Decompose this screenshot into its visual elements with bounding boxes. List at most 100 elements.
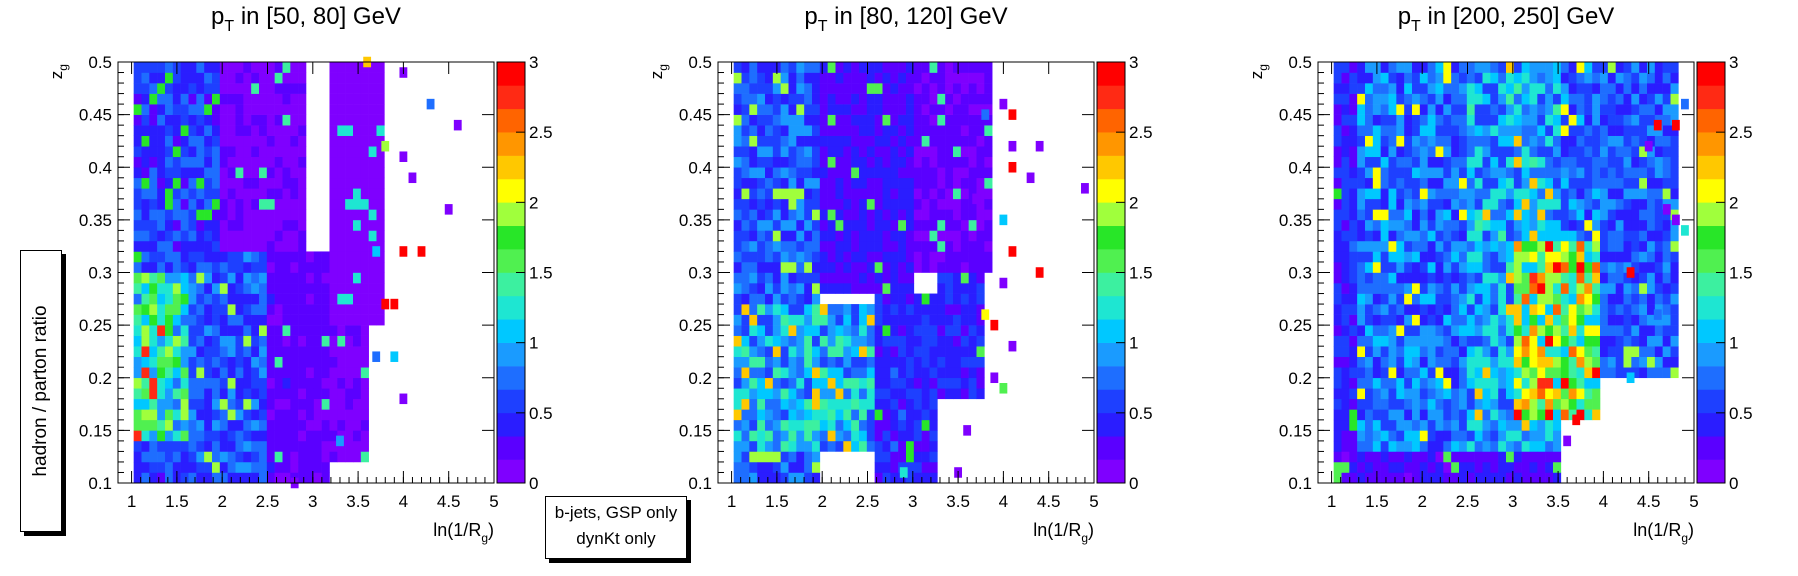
heatmap-cell [196, 62, 205, 73]
heatmap-cell [1474, 472, 1483, 484]
y-tick-label: 0.25 [1279, 316, 1312, 335]
heatmap-cell [796, 261, 805, 273]
color-scale-segment [1697, 202, 1725, 227]
heatmap-cell [1647, 240, 1656, 252]
heatmap-cell [266, 461, 275, 473]
heatmap-cell [259, 304, 268, 315]
heatmap-cell [921, 472, 930, 484]
heatmap-cell [1568, 314, 1577, 326]
heatmap-cell [960, 146, 969, 158]
heatmap-cell [1615, 261, 1624, 273]
heatmap-cell [298, 461, 307, 473]
heatmap-cell [1584, 314, 1593, 326]
heatmap-cell [141, 135, 150, 147]
heatmap-cell [749, 283, 758, 294]
heatmap-cell [984, 188, 993, 200]
heatmap-cell [1443, 272, 1452, 284]
heatmap-cell [1396, 461, 1405, 473]
heatmap-cell [196, 261, 205, 273]
heatmap-cell [827, 72, 836, 84]
heatmap-cell [1372, 219, 1381, 231]
heatmap-cell [1521, 346, 1530, 357]
heatmap-cell [1380, 356, 1389, 368]
heatmap-cell [1584, 283, 1593, 294]
heatmap-cell [133, 314, 142, 326]
heatmap-cell [913, 304, 922, 315]
heatmap-cell [1529, 177, 1538, 189]
heatmap-cell [921, 156, 930, 168]
heatmap-cell [874, 83, 883, 94]
heatmap-cell [1545, 325, 1554, 336]
heatmap-cell [1404, 198, 1413, 210]
heatmap-cell [780, 240, 789, 252]
heatmap-cell [1388, 198, 1397, 210]
heatmap-cell [274, 377, 283, 389]
heatmap-cell [1639, 230, 1648, 242]
heatmap-cell [929, 325, 938, 336]
heatmap-cell [1615, 62, 1624, 73]
heatmap-cell [266, 177, 275, 189]
x-tick-label: 3 [308, 492, 317, 511]
heatmap-cell [133, 93, 142, 105]
heatmap-cell [251, 388, 260, 400]
heatmap-cell [1529, 398, 1538, 410]
heatmap-cell [772, 325, 781, 336]
heatmap-cell [1576, 261, 1585, 273]
heatmap-cell [819, 146, 828, 158]
heatmap-cell [306, 472, 315, 484]
heatmap-cell [780, 114, 789, 126]
heatmap-cell [859, 388, 868, 400]
heatmap-cell [196, 135, 205, 147]
heatmap-cell [812, 156, 821, 168]
heatmap-cell [149, 251, 158, 263]
heatmap-cell [212, 198, 221, 210]
heatmap-cell [1427, 283, 1436, 294]
heatmap-cell [282, 251, 291, 263]
heatmap-cell [368, 156, 377, 168]
heatmap-cell [1451, 440, 1460, 452]
heatmap-cell [796, 198, 805, 210]
heatmap-cell [1474, 409, 1483, 421]
heatmap-cell [1670, 198, 1679, 210]
heatmap-cell [235, 188, 244, 200]
heatmap-cell [1639, 104, 1648, 115]
heatmap-cell [1626, 372, 1635, 384]
heatmap-cell [945, 304, 954, 315]
heatmap-cell [1521, 135, 1530, 147]
heatmap-cell [381, 298, 390, 310]
heatmap-cell [1451, 272, 1460, 284]
heatmap-cell [1451, 177, 1460, 189]
heatmap-cell [1482, 93, 1491, 105]
heatmap-cell [1459, 419, 1468, 431]
heatmap-cell [976, 283, 985, 294]
heatmap-cell [772, 177, 781, 189]
heatmap-cell [345, 135, 354, 147]
heatmap-cell [921, 356, 930, 368]
heatmap-cell [141, 419, 150, 431]
heatmap-cell [1506, 461, 1515, 473]
heatmap-cell [141, 114, 150, 126]
heatmap-cell [1435, 209, 1444, 221]
heatmap-cell [851, 261, 860, 273]
heatmap-cell [890, 346, 899, 357]
heatmap-cell [1545, 240, 1554, 252]
heatmap-cell [243, 156, 252, 168]
color-scale-segment [1697, 295, 1725, 320]
heatmap-cell [1443, 177, 1452, 189]
heatmap-cell [337, 304, 346, 315]
heatmap-cell [1537, 114, 1546, 126]
heatmap-cell [921, 114, 930, 126]
heatmap-cell [1631, 83, 1640, 94]
heatmap-cell [796, 325, 805, 336]
color-scale-label: 1.5 [1129, 264, 1153, 283]
heatmap-cell [843, 261, 852, 273]
heatmap-cell [1592, 135, 1601, 147]
heatmap-cell [1349, 93, 1358, 105]
heatmap-cell [921, 451, 930, 463]
heatmap-cell [196, 388, 205, 400]
heatmap-cell [227, 283, 236, 294]
heatmap-cell [227, 346, 236, 357]
heatmap-cell [835, 219, 844, 231]
heatmap-cell [1498, 251, 1507, 263]
heatmap-cell [733, 293, 742, 305]
